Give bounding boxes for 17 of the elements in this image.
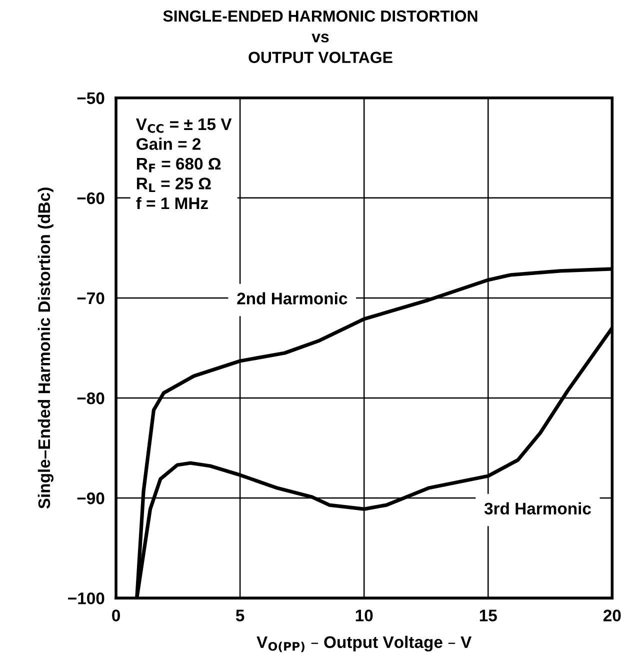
y-axis-title: Single–Ended Harmonic Distortion (dBc) xyxy=(38,188,54,509)
y-tick-label: −90 xyxy=(77,492,104,504)
x-tick-label: 15 xyxy=(480,610,497,622)
chart-title: SINGLE-ENDED HARMONIC DISTORTION vs OUTPUT VOLTAGE xyxy=(163,10,478,64)
series-label: 2nd Harmonic xyxy=(237,292,348,304)
series-label: 3rd Harmonic xyxy=(484,502,591,515)
y-tick-label: −70 xyxy=(77,292,104,304)
x-axis-title: V$_{O(PP)}$ – Output Voltage – V xyxy=(256,636,472,652)
x-tick-label: 10 xyxy=(356,610,373,622)
y-tick-label: −100 xyxy=(68,592,104,604)
x-tick-label: 0 xyxy=(112,610,120,622)
x-tick-label: 5 xyxy=(236,610,244,622)
x-tick-label: 20 xyxy=(603,610,621,622)
y-tick-label: −60 xyxy=(77,192,104,204)
text: V$_{CC}$ = ± 15 V Gain = 2 R$_{F}$ = 680 Ω R$_{L}$ = 25 Ω f = 1 MHz xyxy=(136,118,232,210)
y-tick-label: −50 xyxy=(77,92,104,104)
y-tick-label: −80 xyxy=(77,392,104,404)
